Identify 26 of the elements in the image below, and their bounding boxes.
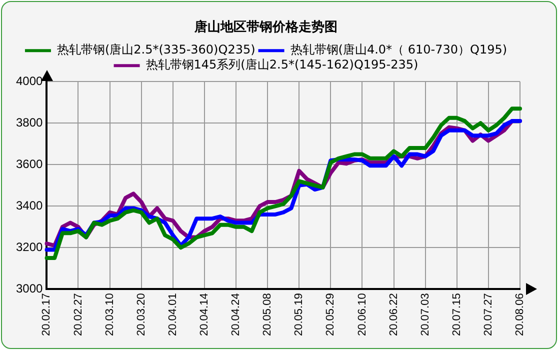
- x-tick-label: 20.06.22: [388, 293, 400, 336]
- x-tick-label: 20.06.10: [356, 293, 368, 336]
- x-tick-label: 20.05.08: [262, 293, 274, 336]
- y-tick-label: 3600: [16, 156, 44, 171]
- x-tick-label: 20.08.06: [514, 293, 526, 336]
- x-tick-label: 20.07.15: [450, 293, 463, 336]
- x-tick-label: 20.05.19: [293, 293, 306, 336]
- y-tick-label: 3800: [16, 115, 44, 130]
- x-tick-label: 20.07.03: [419, 293, 432, 336]
- x-tick-label: 20.02.27: [72, 293, 84, 336]
- legend-label: 热轧带钢(唐山4.0*（ 610-730）Q195): [290, 42, 508, 57]
- x-tick-label: 20.03.10: [104, 293, 116, 336]
- x-tick-label: 20.05.29: [324, 293, 337, 336]
- x-tick-label: 20.03.20: [135, 293, 148, 336]
- x-tick-label: 20.04.01: [166, 293, 179, 336]
- x-tick-label: 20.02.17: [40, 293, 53, 336]
- legend-label: 热轧带钢(唐山2.5*(335-360)Q235): [56, 42, 256, 57]
- legend-label: 热轧带钢145系列(唐山2.5*(145-162)Q195-235): [146, 58, 418, 72]
- y-tick-label: 3200: [16, 240, 44, 254]
- y-tick-label: 3000: [16, 281, 44, 296]
- x-tick-label: 20.04.24: [230, 293, 242, 336]
- x-tick-label: 20.04.14: [198, 293, 210, 336]
- y-tick-label: 4000: [16, 74, 44, 88]
- chart-title: 唐山地区带钢价格走势图: [194, 19, 338, 36]
- x-tick-label: 20.07.27: [482, 293, 494, 336]
- y-tick-label: 3400: [16, 198, 44, 212]
